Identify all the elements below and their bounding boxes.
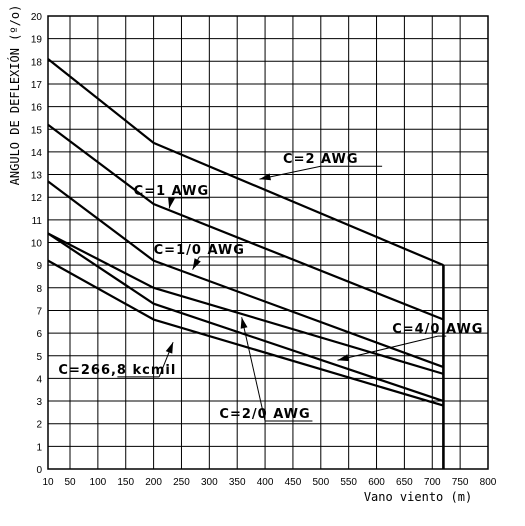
tick-labels: 10 50 100 150 200 250 300 350 400 450 500 550 600 650… — [31, 12, 497, 488]
arrowhead — [259, 173, 271, 181]
y-tick-label: 1 — [36, 442, 42, 453]
x-tick-label: 550 — [340, 477, 357, 488]
y-tick-label: 7 — [36, 306, 42, 317]
x-tick-label: 250 — [173, 477, 190, 488]
x-tick-label: 700 — [424, 477, 441, 488]
arrowhead — [168, 197, 175, 209]
y-tick-label: 17 — [31, 80, 43, 91]
series-line-2 — [47, 123, 444, 321]
y-tick-label: 15 — [31, 125, 43, 136]
curve-label: C=1 AWG — [134, 184, 210, 199]
x-tick-label: 750 — [452, 477, 469, 488]
annotation-5: C=2/0 AWG — [219, 317, 313, 422]
series-line-6 — [47, 259, 444, 407]
y-tick-label: 12 — [31, 193, 43, 204]
annotation-2: C=1 AWG — [134, 184, 210, 209]
curve-label: C=2 AWG — [283, 152, 359, 167]
series-line-3 — [47, 180, 444, 369]
x-tick-label: 150 — [117, 477, 134, 488]
y-tick-label: 10 — [31, 239, 43, 250]
arrowhead — [192, 258, 201, 270]
x-tick-label: 600 — [368, 477, 385, 488]
y-tick-label: 5 — [36, 352, 42, 363]
series-line-1 — [47, 58, 444, 267]
arrowhead — [337, 354, 350, 362]
y-tick-label: 0 — [36, 465, 42, 476]
curve-label: C=2/0 AWG — [219, 407, 310, 422]
arrowhead — [165, 342, 174, 354]
x-tick-label: 450 — [285, 477, 302, 488]
y-tick-label: 9 — [36, 261, 42, 272]
y-tick-label: 14 — [31, 148, 43, 159]
annotation-1: C=2 AWG — [259, 152, 383, 181]
x-tick-label: 350 — [229, 477, 246, 488]
x-tick-label: 800 — [480, 477, 497, 488]
y-tick-label: 16 — [31, 103, 43, 114]
series-lines — [47, 58, 445, 469]
y-tick-label: 19 — [31, 35, 43, 46]
grid — [47, 15, 489, 470]
arrowhead — [240, 317, 248, 329]
y-tick-label: 6 — [36, 329, 42, 340]
annotation-3: C=1/0 AWG — [154, 243, 288, 270]
y-tick-label: 18 — [31, 57, 43, 68]
series-line-4 — [47, 232, 444, 375]
curve-label: C=4/0 AWG — [392, 322, 483, 337]
leader-line — [241, 317, 266, 422]
x-tick-label: 650 — [396, 477, 413, 488]
y-tick-label: 13 — [31, 171, 43, 182]
annotation-4: C=4/0 AWG — [337, 322, 483, 362]
y-tick-label: 3 — [36, 397, 42, 408]
x-tick-label: 10 — [42, 477, 54, 488]
x-tick-label: 400 — [257, 477, 274, 488]
y-tick-label: 11 — [32, 216, 43, 227]
y-axis-label: ANGULO DE DEFLEXIÓN (º/o) — [7, 5, 22, 186]
series-line-5 — [47, 232, 444, 403]
x-tick-label: 50 — [64, 477, 76, 488]
plot-frame — [47, 15, 489, 470]
y-tick-label: 20 — [31, 12, 43, 23]
curve-label: C=1/0 AWG — [154, 243, 245, 258]
y-tick-label: 4 — [36, 374, 42, 385]
curve-annotations: C=2 AWG C=1 AWG C=1/0 AWG C=4/0 AWG C=2/0 AW… — [58, 152, 483, 422]
x-axis-label: Vano viento (m) — [364, 490, 472, 504]
x-tick-label: 500 — [312, 477, 329, 488]
leader-line — [337, 335, 438, 361]
curve-label: C=266,8 kcmil — [58, 363, 176, 378]
y-tick-label: 8 — [36, 284, 42, 295]
y-tick-label: 2 — [36, 420, 42, 431]
annotation-6: C=266,8 kcmil — [58, 341, 176, 378]
x-tick-label: 100 — [90, 477, 107, 488]
x-tick-label: 300 — [201, 477, 218, 488]
x-tick-label: 200 — [145, 477, 162, 488]
